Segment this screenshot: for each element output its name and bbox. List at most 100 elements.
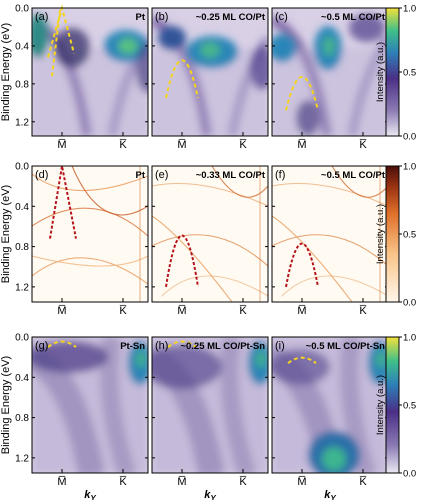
panel-e: (e) ~0.33 ML CO/Pt M̅ K̅ xyxy=(151,165,269,317)
colorbar-tick-label: 0.0 xyxy=(403,469,416,480)
colorbar-tick-label: 0.0 xyxy=(403,132,416,143)
xtick-label-m: M̅ xyxy=(297,305,306,317)
spectrum-image xyxy=(32,8,148,136)
ytick-label: 0.8 xyxy=(15,413,29,424)
panel-a: (a) Pt M̅ K̅ xyxy=(31,4,149,151)
panel-title: ~0.5 ML CO/Pt xyxy=(321,12,386,23)
xtick-label-m: M̅ xyxy=(57,476,66,488)
band-dispersion-curve xyxy=(285,76,319,111)
colorbar-gradient xyxy=(385,336,400,474)
panel-title: ~0.25 ML CO/Pt-Sn xyxy=(180,341,265,352)
panel-i: (i) ~0.5 ML CO/Pt-Sn M̅ K̅ kY xyxy=(271,336,389,500)
panel-tag: (b) xyxy=(155,11,168,23)
figure-row-row2: (d) Pt M̅ K̅ (e) ~0.33 ML CO/Pt M̅ K̅ (f) ~0.5 ML… xyxy=(0,162,416,318)
ytick-label: 0.4 xyxy=(15,202,29,213)
panel-frame xyxy=(31,336,149,474)
ytick-label: 0.4 xyxy=(15,373,29,384)
panel-b: (b) ~0.25 ML CO/Pt M̅ K̅ xyxy=(151,7,269,151)
panel-tag: (e) xyxy=(155,169,168,181)
band-dispersion-curve xyxy=(47,340,77,348)
ytick-label: 1.2 xyxy=(15,282,29,293)
colorbar-label: Intensity (a.u.) xyxy=(375,204,386,264)
panel-tag: (i) xyxy=(275,340,285,352)
xtick-label-m: M̅ xyxy=(177,476,186,488)
panel-title: ~0.5 ML CO/Pt xyxy=(321,170,386,181)
y-axis-label: Binding Energy (eV) xyxy=(0,185,12,283)
band-dispersion-curve xyxy=(287,356,317,364)
colorbar: 1.0 0.5 0.0 Intensity (a.u.) xyxy=(375,162,416,309)
xtick-label-k: K̅ xyxy=(119,305,127,317)
figure-row-row1: (a) Pt M̅ K̅ (b) ~0.25 ML CO/Pt M̅ K̅ (c) ~0.5 ML… xyxy=(0,4,416,152)
panel-h: (h) ~0.25 ML CO/Pt-Sn M̅ K̅ kY xyxy=(151,336,269,500)
panel-tag: (a) xyxy=(35,11,48,23)
panel-title: Pt xyxy=(136,12,146,23)
y-axis-label: Binding Energy (eV) xyxy=(0,356,12,454)
colorbar: 1.0 0.5 0.0 Intensity (a.u.) xyxy=(375,333,416,480)
xtick-label-m: M̅ xyxy=(57,305,66,317)
colorbar-tick-label: 1.0 xyxy=(403,162,416,173)
spectrum-image xyxy=(152,8,268,136)
y-axis-label: Binding Energy (eV) xyxy=(0,23,12,121)
panel-frame xyxy=(31,7,149,137)
ytick-label: 1.2 xyxy=(15,117,29,128)
panel-f: (f) ~0.5 ML CO/Pt M̅ K̅ xyxy=(271,165,389,317)
ytick-label: 0.0 xyxy=(15,162,29,173)
panel-c: (c) ~0.5 ML CO/Pt M̅ K̅ xyxy=(271,7,389,151)
xtick-label-m: M̅ xyxy=(297,139,306,151)
xtick-label-m: M̅ xyxy=(297,476,306,488)
panel-tag: (g) xyxy=(35,340,48,352)
colorbar-tick-label: 0.5 xyxy=(403,230,416,241)
colorbar-tick-label: 0.5 xyxy=(403,401,416,412)
xtick-label-k: K̅ xyxy=(359,476,367,488)
xtick-label-m: M̅ xyxy=(177,139,186,151)
spectrum-image xyxy=(32,337,148,473)
band-dispersion-curve xyxy=(165,234,199,288)
colorbar-tick-label: 1.0 xyxy=(403,333,416,344)
panel-frame xyxy=(151,336,269,474)
xtick-label-k: K̅ xyxy=(239,305,247,317)
spectrum-image xyxy=(272,8,388,136)
colorbar-tick-label: 1.0 xyxy=(403,4,416,15)
ytick-label: 1.2 xyxy=(15,453,29,464)
figure-row-row3: (g) Pt-Sn M̅ K̅ kY (h) ~0.25 ML CO/Pt-Sn M̅ K̅ kY… xyxy=(0,333,416,500)
panel-tag: (c) xyxy=(275,11,288,23)
ytick-label: 0.4 xyxy=(15,41,29,52)
xtick-label-k: K̅ xyxy=(119,139,127,151)
spectrum-image xyxy=(272,166,388,302)
xtick-label-m: M̅ xyxy=(177,305,186,317)
xtick-label-k: K̅ xyxy=(119,476,127,488)
xtick-label-k: K̅ xyxy=(359,139,367,151)
panel-tag: (f) xyxy=(275,169,285,181)
panel-tag: (h) xyxy=(155,340,168,352)
colorbar-gradient xyxy=(385,7,400,137)
panel-title: ~0.33 ML CO/Pt xyxy=(196,170,266,181)
panel-d: (d) Pt M̅ K̅ xyxy=(31,165,149,317)
xtick-label-k: K̅ xyxy=(239,476,247,488)
spectrum-image xyxy=(272,337,388,473)
spectrum-image xyxy=(152,166,268,302)
ytick-label: 0.8 xyxy=(15,242,29,253)
colorbar: 1.0 0.5 0.0 Intensity (a.u.) xyxy=(375,4,416,143)
colorbar-gradient xyxy=(385,165,400,303)
xtick-label-k: K̅ xyxy=(239,139,247,151)
ytick-label: 0.0 xyxy=(15,333,29,344)
panel-frame xyxy=(151,7,269,137)
panel-g: (g) Pt-Sn M̅ K̅ kY xyxy=(31,336,149,500)
panel-title: Pt xyxy=(136,170,146,181)
xtick-label-k: K̅ xyxy=(359,305,367,317)
x-axis-label: kY xyxy=(324,489,336,500)
band-dispersion-curve xyxy=(165,59,199,99)
colorbar-label: Intensity (a.u.) xyxy=(375,42,386,102)
xtick-label-m: M̅ xyxy=(57,139,66,151)
panel-frame xyxy=(31,165,149,303)
colorbar-tick-label: 0.5 xyxy=(403,68,416,79)
band-dispersion-curve xyxy=(285,242,319,288)
colorbar-tick-label: 0.0 xyxy=(403,298,416,309)
panel-title: Pt-Sn xyxy=(120,341,145,352)
colorbar-label: Intensity (a.u.) xyxy=(375,375,386,435)
x-axis-label: kY xyxy=(204,489,216,500)
